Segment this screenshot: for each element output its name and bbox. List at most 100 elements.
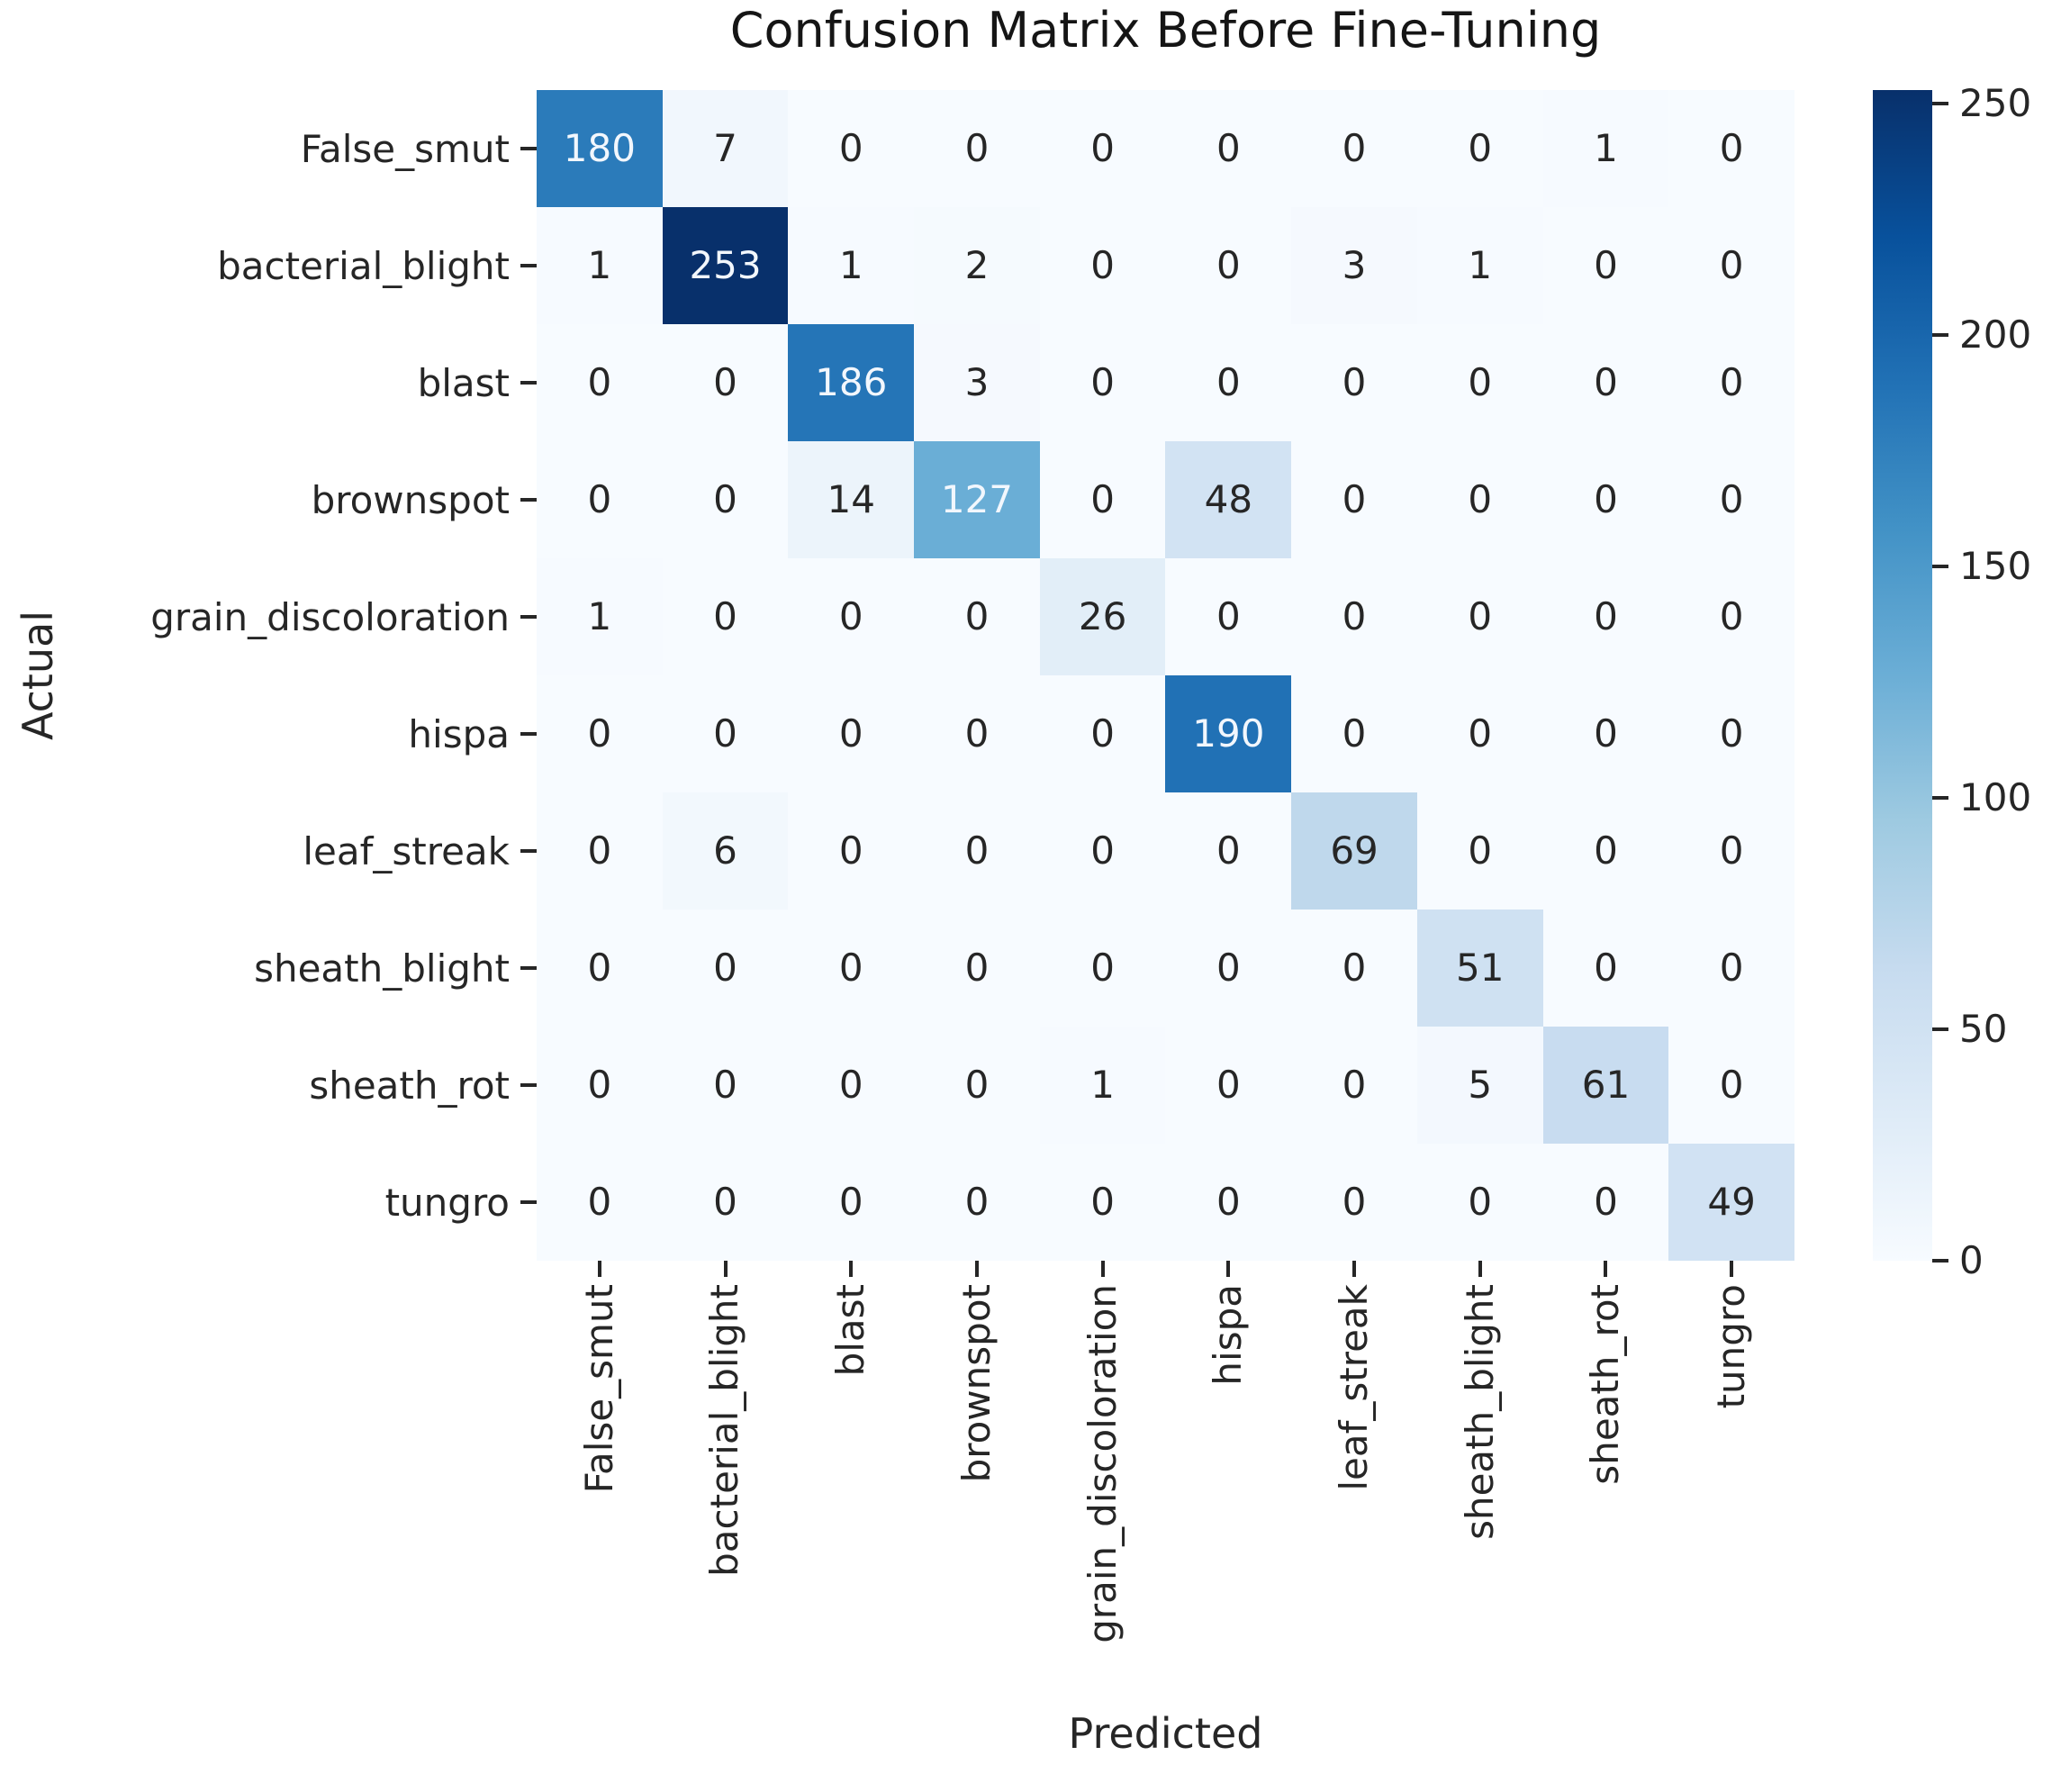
matrix-cell: 0 [662, 1144, 789, 1261]
matrix-cell: 51 [1416, 910, 1543, 1027]
y-tick-label: False_smut [300, 126, 510, 171]
matrix-cell: 1 [537, 558, 663, 675]
colorbar-tick-mark [1932, 1259, 1948, 1263]
y-tick-label: sheath_blight [254, 946, 510, 991]
matrix-cell: 127 [914, 441, 1040, 558]
matrix-cell: 0 [1416, 1144, 1543, 1261]
matrix-cell: 0 [1165, 1144, 1292, 1261]
heatmap-grid: 180 7 0 0 0 0 0 0 1 0 1 253 1 2 0 0 3 1 0 0 0 0 186 3 0 0 0 0 0 0 0 0 14… [537, 90, 1794, 1261]
colorbar-tick-label: 150 [1959, 544, 2032, 589]
y-tick-mark [520, 732, 537, 736]
matrix-cell: 0 [1165, 558, 1292, 675]
colorbar-tick: 200 [1932, 316, 2031, 354]
matrix-cell: 0 [537, 675, 663, 792]
x-tick-label: brownspot [954, 1284, 999, 1483]
y-tick: leaf_streak [0, 792, 537, 910]
matrix-cell: 0 [1291, 324, 1417, 441]
colorbar-tick-mark [1932, 102, 1948, 106]
colorbar-tick: 0 [1932, 1242, 1984, 1280]
y-tick-mark [520, 1083, 537, 1087]
matrix-cell: 0 [1542, 792, 1669, 910]
matrix-cell: 1 [1416, 207, 1543, 324]
x-tick [914, 1261, 1040, 1279]
x-axis-label: Predicted [1068, 1709, 1263, 1758]
matrix-cell: 0 [1165, 792, 1292, 910]
matrix-cell: 0 [1039, 441, 1166, 558]
matrix-cell: 0 [1291, 90, 1417, 207]
matrix-cell: 14 [788, 441, 915, 558]
x-tick [1040, 1261, 1166, 1279]
matrix-cell: 0 [788, 90, 915, 207]
matrix-cell: 0 [1416, 324, 1543, 441]
matrix-cell: 0 [1039, 1144, 1166, 1261]
matrix-cell: 0 [1291, 441, 1417, 558]
matrix-cell: 186 [788, 324, 915, 441]
matrix-cell: 0 [662, 1027, 789, 1144]
x-axis-ticks [537, 1261, 1794, 1279]
matrix-cell: 0 [1668, 324, 1794, 441]
matrix-cell: 3 [1291, 207, 1417, 324]
y-tick: hispa [0, 675, 537, 792]
matrix-cell: 0 [788, 1144, 915, 1261]
matrix-cell: 0 [1416, 558, 1543, 675]
matrix-cell: 0 [537, 910, 663, 1027]
matrix-cell: 0 [1165, 1027, 1292, 1144]
x-tick-label: False_smut [576, 1284, 621, 1494]
matrix-cell: 0 [662, 324, 789, 441]
y-tick-label: sheath_rot [309, 1063, 510, 1108]
matrix-cell: 0 [1416, 441, 1543, 558]
matrix-cell: 0 [537, 1027, 663, 1144]
y-tick: sheath_blight [0, 910, 537, 1027]
y-tick-label: tungro [384, 1180, 510, 1225]
x-tick-mark [1478, 1261, 1482, 1277]
matrix-cell: 0 [1668, 910, 1794, 1027]
y-tick-mark [520, 966, 537, 970]
matrix-cell: 0 [788, 1027, 915, 1144]
x-tick-label: blast [828, 1284, 873, 1377]
matrix-cell: 0 [914, 675, 1040, 792]
colorbar-tick: 100 [1932, 779, 2031, 817]
chart-title: Confusion Matrix Before Fine-Tuning [729, 2, 1602, 59]
y-tick: blast [0, 324, 537, 441]
matrix-cell: 0 [662, 675, 789, 792]
y-tick: bacterial_blight [0, 207, 537, 324]
y-tick-label: blast [417, 360, 510, 405]
matrix-cell: 1 [788, 207, 915, 324]
matrix-cell: 0 [537, 1144, 663, 1261]
matrix-cell: 0 [1291, 910, 1417, 1027]
matrix-cell: 1 [537, 207, 663, 324]
colorbar-tick: 50 [1932, 1010, 2007, 1048]
matrix-cell: 0 [1668, 441, 1794, 558]
matrix-cell: 0 [1291, 1144, 1417, 1261]
matrix-cell: 49 [1668, 1144, 1794, 1261]
matrix-cell: 0 [1039, 792, 1166, 910]
x-tick-label: sheath_blight [1457, 1284, 1502, 1540]
matrix-cell: 0 [1416, 792, 1543, 910]
colorbar-tick-label: 200 [1959, 312, 2032, 357]
matrix-cell: 0 [537, 324, 663, 441]
matrix-cell: 0 [537, 792, 663, 910]
matrix-cell: 0 [788, 910, 915, 1027]
x-tick-mark [974, 1261, 979, 1277]
matrix-cell: 0 [662, 441, 789, 558]
matrix-cell: 0 [1165, 910, 1292, 1027]
x-tick-label: sheath_rot [1583, 1284, 1628, 1485]
y-tick-label: leaf_streak [303, 828, 510, 873]
matrix-cell: 0 [788, 675, 915, 792]
y-tick: tungro [0, 1144, 537, 1261]
colorbar-tick-mark [1932, 333, 1948, 338]
x-tick-mark [849, 1261, 854, 1277]
y-tick-mark [520, 849, 537, 853]
colorbar-tick-label: 250 [1959, 81, 2032, 126]
y-tick-mark [520, 381, 537, 385]
matrix-cell: 0 [1291, 1027, 1417, 1144]
colorbar-tick: 150 [1932, 548, 2031, 585]
colorbar-gradient [1873, 90, 1932, 1261]
matrix-cell: 0 [1542, 1144, 1669, 1261]
matrix-cell: 69 [1291, 792, 1417, 910]
matrix-cell: 0 [1165, 324, 1292, 441]
matrix-cell: 190 [1165, 675, 1292, 792]
matrix-cell: 0 [1668, 558, 1794, 675]
matrix-cell: 48 [1165, 441, 1292, 558]
